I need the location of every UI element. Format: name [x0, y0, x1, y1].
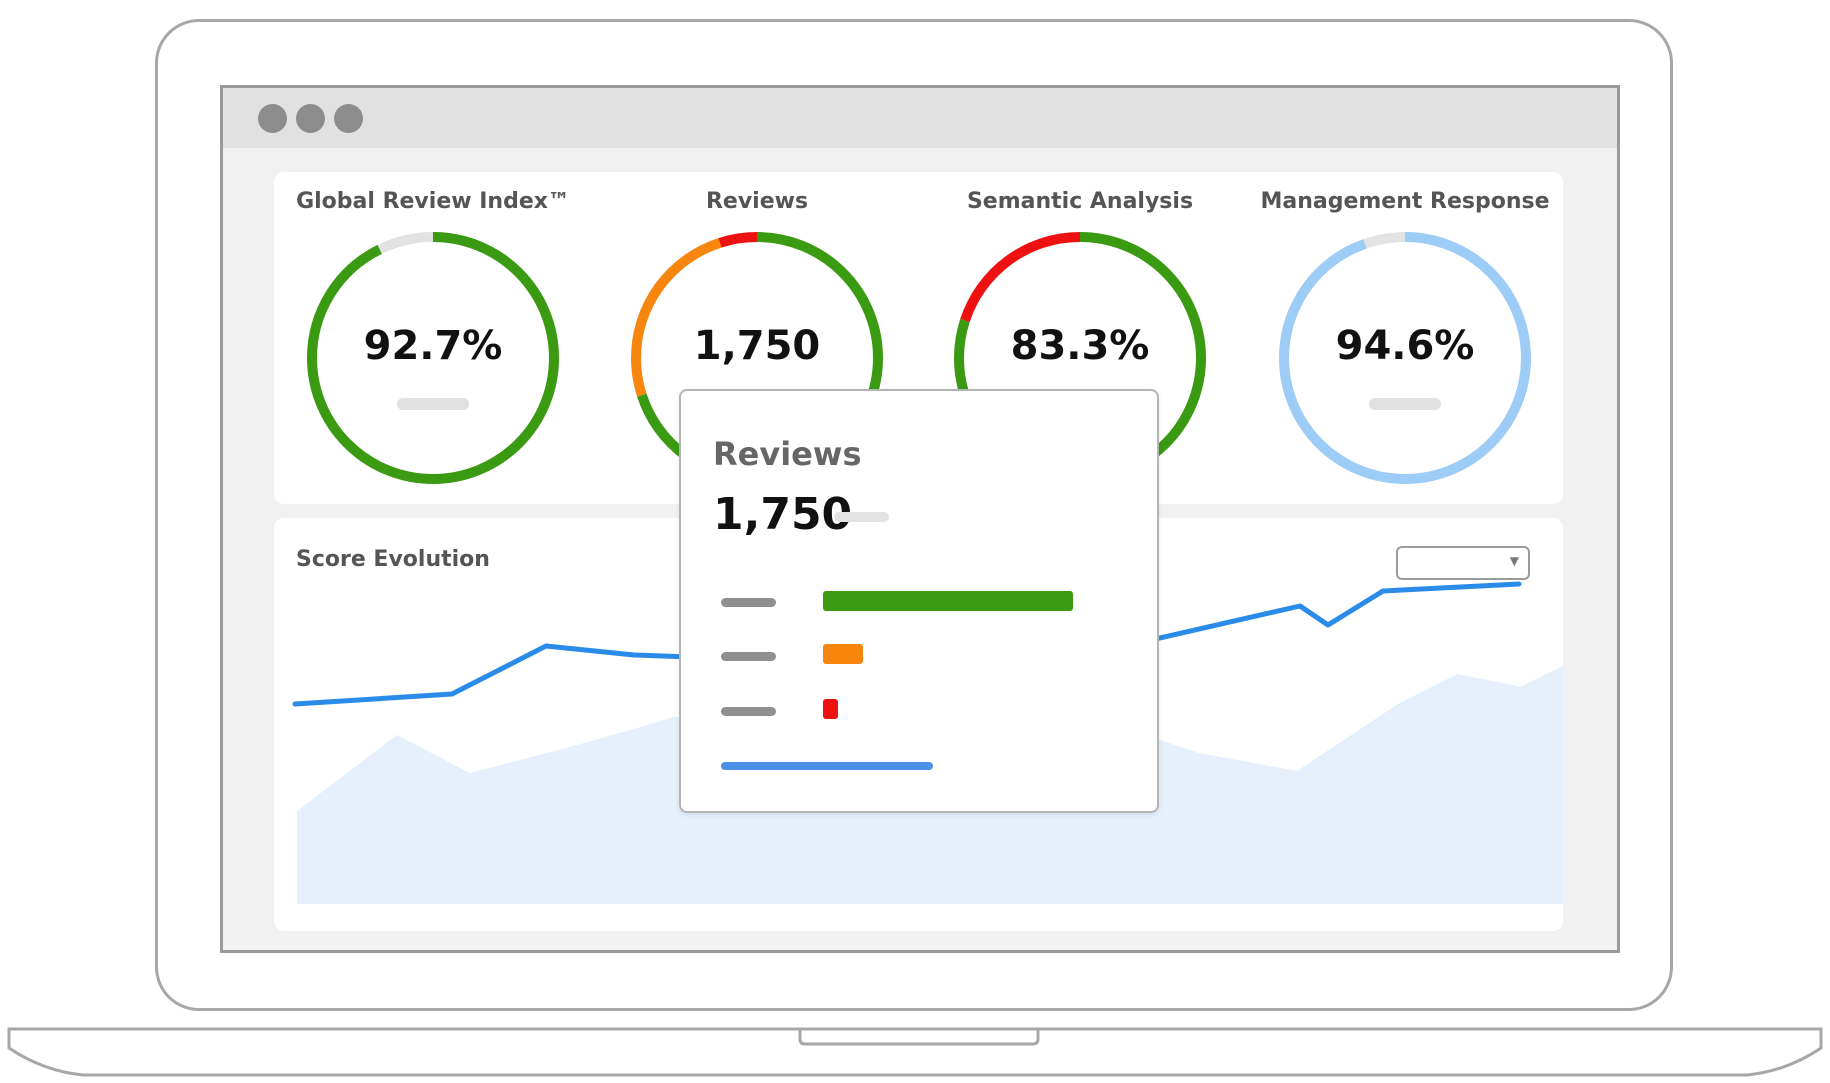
gauge-management-response[interactable]: 94.6%: [1274, 227, 1536, 489]
gauge-segment: [631, 232, 883, 484]
popup-value-placeholder: [834, 512, 889, 522]
dropdown-arrow-icon: ▼: [1509, 554, 1519, 568]
negative-reviews-bar[interactable]: [823, 699, 838, 719]
popup-accent-line: [721, 762, 933, 770]
gauge-ring: [307, 232, 559, 484]
gauge-segment: [631, 232, 883, 484]
row-label-placeholder: [721, 598, 776, 607]
gauge-ring: [1279, 232, 1531, 484]
kpi-title-management-response: Management Response: [1260, 189, 1550, 214]
row-label-placeholder: [721, 652, 776, 661]
reviews-popup: Reviews 1,750: [679, 389, 1159, 813]
gauge-value: 92.7%: [363, 323, 503, 369]
popup-value: 1,750: [713, 489, 853, 540]
gauge-label-placeholder: [397, 398, 469, 410]
kpi-title-reviews: Reviews: [705, 189, 809, 214]
gauge-global-review-index[interactable]: 92.7%: [302, 227, 564, 489]
gauge-value: 94.6%: [1335, 323, 1475, 369]
period-select[interactable]: ▼: [1396, 546, 1530, 580]
kpi-title-global-review-index: Global Review Index™: [296, 189, 570, 214]
window-titlebar: [223, 88, 1617, 148]
window-maximize-dot[interactable]: [334, 104, 363, 133]
kpi-title-semantic-analysis: Semantic Analysis: [966, 189, 1194, 214]
score-evolution-title: Score Evolution: [296, 547, 490, 572]
gauge-segment: [954, 232, 1206, 484]
row-label-placeholder: [721, 707, 776, 716]
gauge-fill: [307, 232, 559, 484]
neutral-reviews-bar[interactable]: [823, 644, 863, 664]
window-close-dot[interactable]: [258, 104, 287, 133]
gauge-value: 1,750: [693, 323, 821, 369]
laptop-base: [7, 1026, 1823, 1078]
gauge-fill: [1279, 232, 1531, 484]
window-minimize-dot[interactable]: [296, 104, 325, 133]
positive-reviews-bar[interactable]: [823, 591, 1073, 611]
gauge-label-placeholder: [1369, 398, 1441, 410]
popup-title: Reviews: [713, 435, 862, 473]
gauge-value: 83.3%: [1010, 323, 1150, 369]
